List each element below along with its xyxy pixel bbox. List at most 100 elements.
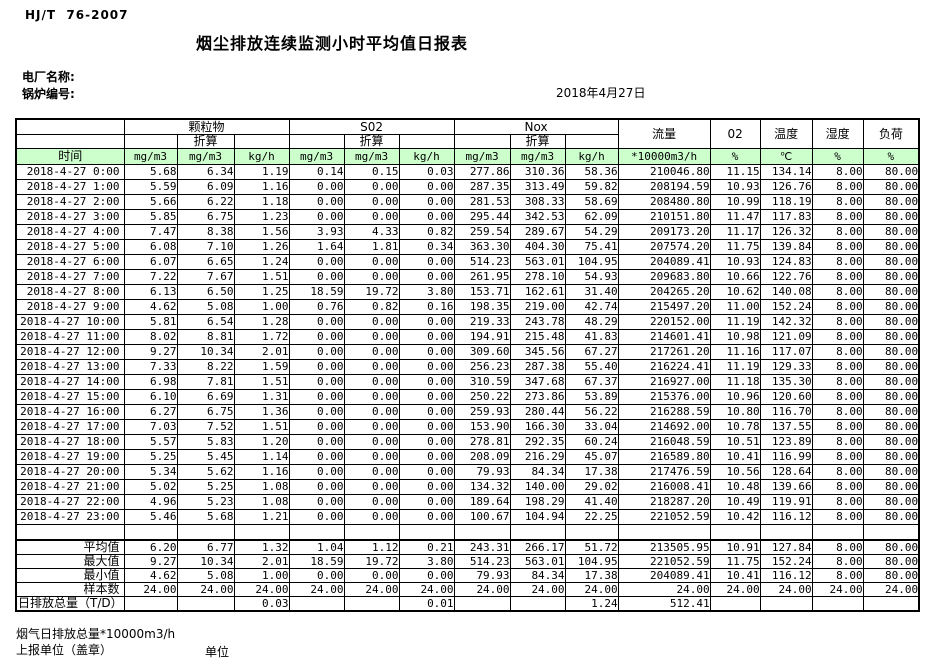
value-cell: 80.00 [862, 464, 920, 480]
value-cell: 80.00 [862, 419, 920, 435]
value-cell: 216589.80 [617, 449, 711, 465]
value-cell: 60.24 [564, 434, 619, 450]
value-cell: 24.00 [709, 581, 761, 597]
value-cell: 1.20 [233, 434, 290, 450]
value-cell: 134.32 [453, 479, 511, 495]
value-cell: 80.00 [862, 329, 920, 345]
value-cell: 0.00 [343, 314, 400, 330]
value-cell: 24.00 [176, 581, 235, 597]
table-body: 2018-4-27 0:00 5.68 6.34 1.19 0.14 0.15 0.03 27… [15, 164, 920, 611]
value-cell: 0.00 [343, 374, 400, 390]
value-cell: 0.00 [343, 449, 400, 465]
value-cell: 0.00 [288, 314, 345, 330]
col-load: 负荷 [862, 118, 920, 149]
value-cell: 0.00 [288, 194, 345, 210]
value-cell: 221052.59 [617, 553, 711, 569]
value-cell: 11.47 [709, 209, 761, 225]
value-cell: 5.25 [176, 479, 235, 495]
value-cell: 512.41 [617, 595, 711, 611]
value-cell: 1.16 [233, 179, 290, 195]
value-cell: 79.93 [453, 567, 511, 583]
value-cell: 104.95 [564, 254, 619, 270]
value-cell: 10.34 [176, 344, 235, 360]
value-cell: 24.00 [453, 581, 511, 597]
value-cell [617, 524, 711, 540]
value-cell: 7.67 [176, 269, 235, 285]
value-cell: 5.68 [123, 164, 178, 180]
value-cell: 514.23 [453, 254, 511, 270]
value-cell: 5.02 [123, 479, 178, 495]
time-cell: 2018-4-27 5:00 [15, 239, 125, 255]
value-cell: 121.09 [759, 329, 813, 345]
value-cell: 287.38 [509, 359, 566, 375]
value-cell: 1.12 [343, 538, 400, 555]
value-cell [759, 595, 813, 611]
value-cell [343, 524, 400, 540]
value-cell: 1.19 [233, 164, 290, 180]
value-cell: 0.00 [343, 389, 400, 405]
time-cell: 2018-4-27 17:00 [15, 419, 125, 435]
value-cell: 1.26 [233, 239, 290, 255]
value-cell: 19.72 [343, 553, 400, 569]
value-cell: 5.66 [123, 194, 178, 210]
unit-label: 单位 [205, 645, 230, 659]
value-cell: 152.24 [759, 553, 813, 569]
time-cell: 2018-4-27 21:00 [15, 479, 125, 495]
data-row: 2018-4-27 22:00 4.96 5.23 1.08 0.00 0.00 0.00 1… [15, 494, 920, 510]
value-cell: 6.27 [123, 404, 178, 420]
data-row: 2018-4-27 18:00 5.57 5.83 1.20 0.00 0.00 0.00 2… [15, 434, 920, 450]
value-cell: 0.03 [398, 164, 455, 180]
value-cell: 6.50 [176, 284, 235, 300]
pm-converted-label: 折算 [176, 134, 235, 149]
value-cell: 0.00 [288, 254, 345, 270]
value-cell [176, 524, 235, 540]
value-cell: 8.00 [811, 284, 864, 300]
value-cell: 80.00 [862, 494, 920, 510]
value-cell: 10.41 [709, 567, 761, 583]
value-cell: 0.16 [398, 299, 455, 315]
blank-cell [398, 134, 455, 149]
header-units-row: 时间 mg/m3 mg/m3 kg/h mg/m3 mg/m3 kg/h mg/… [15, 148, 920, 165]
value-cell: 8.00 [811, 299, 864, 315]
value-cell: 75.41 [564, 239, 619, 255]
value-cell: 1.24 [564, 595, 619, 611]
value-cell: 10.78 [709, 419, 761, 435]
value-cell: 10.51 [709, 434, 761, 450]
value-cell: 7.22 [123, 269, 178, 285]
data-row: 2018-4-27 15:00 6.10 6.69 1.31 0.00 0.00 0.00 2… [15, 389, 920, 405]
value-cell: 0.00 [398, 434, 455, 450]
value-cell: 215497.20 [617, 299, 711, 315]
time-cell: 2018-4-27 3:00 [15, 209, 125, 225]
value-cell: 7.47 [123, 224, 178, 240]
value-cell: 10.62 [709, 284, 761, 300]
value-cell: 217476.59 [617, 464, 711, 480]
data-row: 2018-4-27 21:00 5.02 5.25 1.08 0.00 0.00 0.00 1… [15, 479, 920, 495]
value-cell: 4.62 [123, 299, 178, 315]
value-cell: 122.76 [759, 269, 813, 285]
value-cell: 208480.80 [617, 194, 711, 210]
value-cell: 8.00 [811, 434, 864, 450]
report-table: 颗粒物 S02 Nox 流量 02 温度 湿度 负荷 折算 折算 折算 [15, 118, 921, 612]
value-cell: 139.66 [759, 479, 813, 495]
value-cell: 6.08 [123, 239, 178, 255]
value-cell: 152.24 [759, 299, 813, 315]
data-row: 2018-4-27 12:00 9.27 10.34 2.01 0.00 0.00 0.00… [15, 344, 920, 360]
value-cell: 0.00 [398, 269, 455, 285]
report-date: 2018年4月27日 [556, 86, 646, 100]
value-cell: 308.33 [509, 194, 566, 210]
value-cell: 10.66 [709, 269, 761, 285]
value-cell: 0.14 [288, 164, 345, 180]
time-col-blank [15, 134, 125, 149]
value-cell: 0.00 [398, 419, 455, 435]
data-row: 2018-4-27 19:00 5.25 5.45 1.14 0.00 0.00 0.00 2… [15, 449, 920, 465]
unit-pm-mgm3: mg/m3 [123, 148, 178, 165]
value-cell: 120.60 [759, 389, 813, 405]
value-cell: 404.30 [509, 239, 566, 255]
value-cell: 80.00 [862, 479, 920, 495]
value-cell: 5.08 [176, 567, 235, 583]
value-cell: 218287.20 [617, 494, 711, 510]
time-cell: 2018-4-27 10:00 [15, 314, 125, 330]
unit-pm-converted-mgm3: mg/m3 [176, 148, 235, 165]
value-cell: 8.38 [176, 224, 235, 240]
